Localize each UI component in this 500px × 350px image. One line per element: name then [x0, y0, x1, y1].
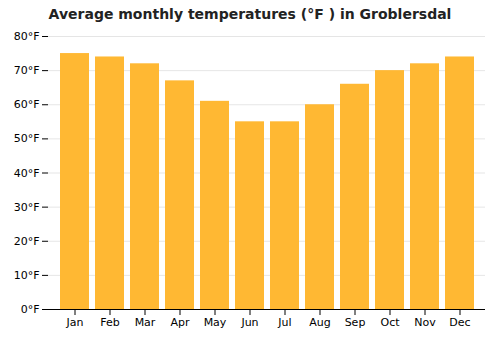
svg-text:Sep: Sep	[345, 316, 366, 329]
svg-text:Mar: Mar	[135, 316, 156, 329]
svg-text:Apr: Apr	[170, 316, 190, 329]
svg-text:10°F: 10°F	[14, 269, 40, 282]
svg-text:Nov: Nov	[414, 316, 436, 329]
html-text:Average monthly temperatures (: Average monthly temperatures (°F ) in Gr…	[48, 6, 452, 22]
svg-text:0°F: 0°F	[21, 303, 40, 316]
svg-text:70°F: 70°F	[14, 64, 40, 77]
svg-text:Oct: Oct	[380, 316, 400, 329]
svg-text:Jun: Jun	[240, 316, 258, 329]
svg-text:20°F: 20°F	[14, 235, 40, 248]
svg-text:Jan: Jan	[66, 316, 84, 329]
svg-text:Dec: Dec	[449, 316, 470, 329]
svg-text:Jul: Jul	[277, 316, 291, 329]
svg-text:Feb: Feb	[100, 316, 119, 329]
svg-text:May: May	[204, 316, 227, 329]
svg-text:Aug: Aug	[309, 316, 330, 329]
svg-text:60°F: 60°F	[14, 98, 40, 111]
svg-text:80°F: 80°F	[14, 30, 40, 43]
svg-text:40°F: 40°F	[14, 167, 40, 180]
svg-text:50°F: 50°F	[14, 132, 40, 145]
svg-text:30°F: 30°F	[14, 201, 40, 214]
